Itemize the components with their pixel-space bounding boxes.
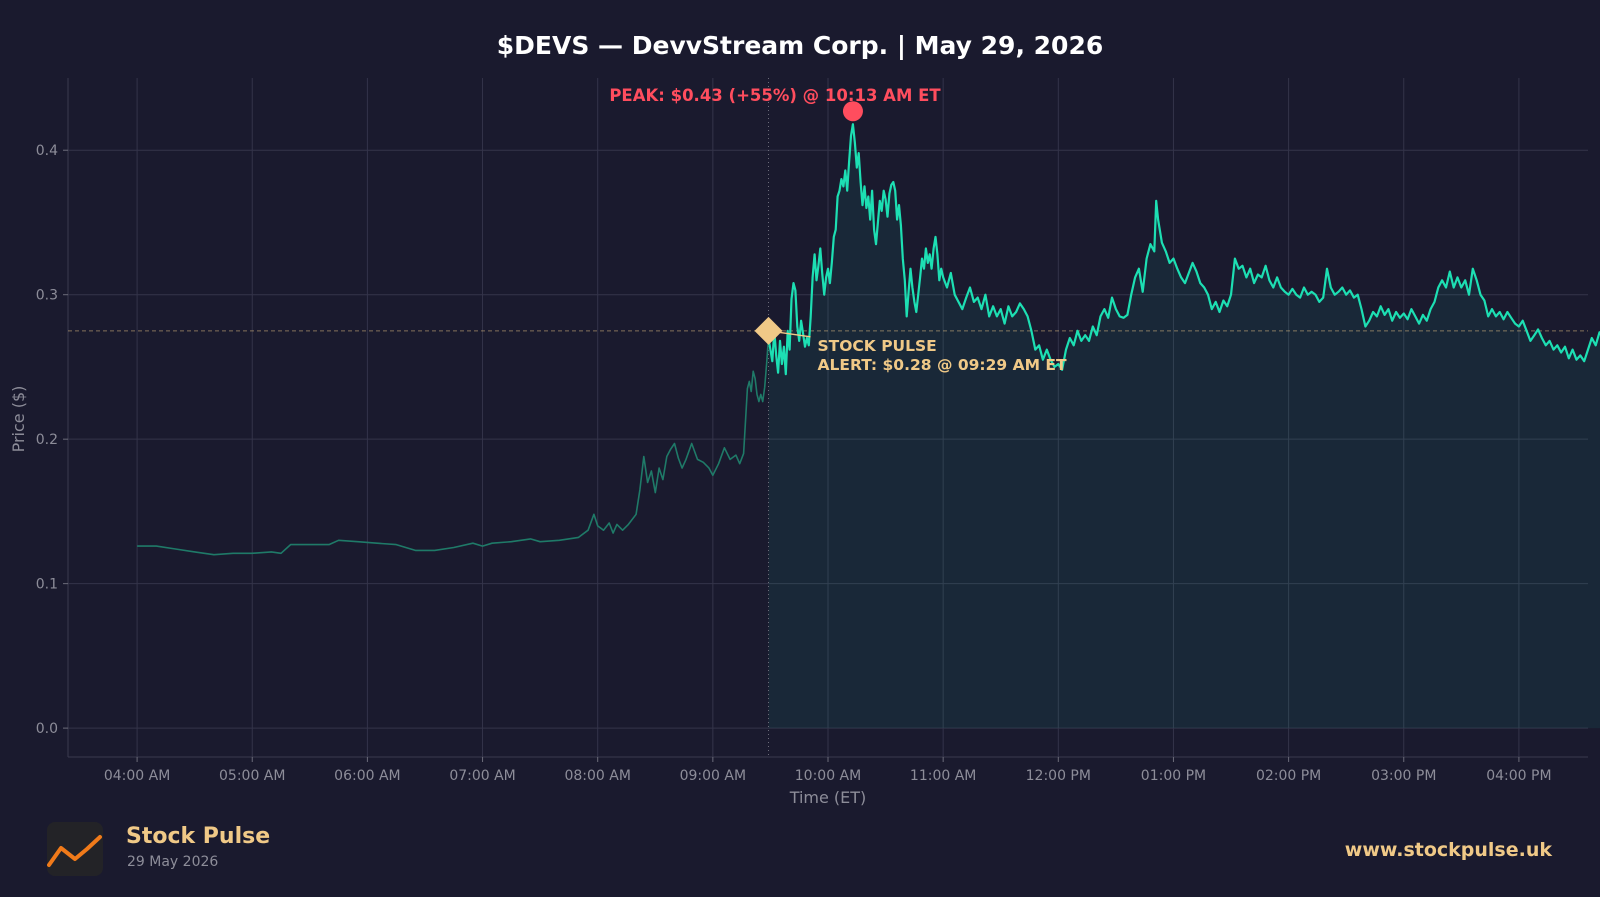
brand-name: Stock Pulse xyxy=(126,824,271,849)
x-tick-label: 10:00 AM xyxy=(795,768,861,784)
axes: 04:00 AM 05:00 AM 06:00 AM 07:00 AM 08:00 AM… xyxy=(36,78,1588,784)
alert-label: STOCK PULSE ALERT: $0.28 @ 09:29 AM ET xyxy=(818,337,1067,374)
brand-url[interactable]: www.stockpulse.uk xyxy=(1344,839,1552,861)
brand-logo xyxy=(47,822,103,876)
session-line xyxy=(767,123,1600,376)
x-tick-label: 02:00 PM xyxy=(1256,768,1321,784)
grid xyxy=(68,78,1588,757)
x-tick-label: 03:00 PM xyxy=(1371,768,1436,784)
y-tick-label: 0.1 xyxy=(36,577,58,593)
x-tick-label: 08:00 AM xyxy=(564,768,630,784)
y-tick-label: 0.2 xyxy=(36,432,58,448)
chart-title: $DEVS — DevvStream Corp. | May 29, 2026 xyxy=(497,31,1103,60)
x-tick-label: 04:00 AM xyxy=(104,768,170,784)
brand-date: 29 May 2026 xyxy=(127,854,219,870)
x-tick-label: 05:00 AM xyxy=(219,768,285,784)
x-tick-label: 12:00 PM xyxy=(1026,768,1091,784)
x-tick-label: 11:00 AM xyxy=(910,768,976,784)
plot-area: STOCK PULSE ALERT: $0.28 @ 09:29 AM ET PEA… xyxy=(68,78,1600,757)
x-tick-label: 06:00 AM xyxy=(334,768,400,784)
x-axis-label: Time (ET) xyxy=(789,788,867,807)
peak-marker xyxy=(842,101,863,122)
x-tick-label: 04:00 PM xyxy=(1486,768,1551,784)
y-tick-label: 0.0 xyxy=(36,721,58,737)
y-tick-label: 0.3 xyxy=(36,288,58,304)
alert-label-line: STOCK PULSE xyxy=(818,337,937,355)
x-tick-label: 07:00 AM xyxy=(449,768,515,784)
peak-label: PEAK: $0.43 (+55%) @ 10:13 AM ET xyxy=(609,86,941,105)
session-area-fill xyxy=(768,124,1600,729)
x-tick-label: 01:00 PM xyxy=(1141,768,1206,784)
x-tick-label: 09:00 AM xyxy=(680,768,746,784)
alert-label-line: ALERT: $0.28 @ 09:29 AM ET xyxy=(818,356,1067,374)
y-axis-label: Price ($) xyxy=(9,386,28,453)
alert-connector xyxy=(768,330,811,338)
pre-market-line xyxy=(137,337,770,556)
y-tick-label: 0.4 xyxy=(36,143,58,159)
trend-line-icon xyxy=(47,835,102,867)
